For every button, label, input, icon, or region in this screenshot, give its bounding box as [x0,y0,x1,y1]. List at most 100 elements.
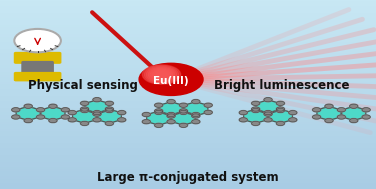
Circle shape [167,100,175,104]
Polygon shape [97,109,121,123]
Circle shape [80,101,89,105]
Bar [0,144,376,146]
Polygon shape [244,109,268,123]
Bar [0,38,376,40]
Bar [0,57,376,59]
Polygon shape [256,100,280,114]
FancyBboxPatch shape [22,62,53,74]
Circle shape [337,108,346,112]
Circle shape [264,98,272,102]
Circle shape [105,107,114,111]
Bar [0,14,376,17]
Bar [0,123,376,125]
Text: Large π-conjugated system: Large π-conjugated system [97,171,279,184]
Circle shape [154,71,169,78]
Circle shape [105,108,114,113]
Circle shape [146,67,177,82]
Bar [0,170,376,172]
Bar [0,99,376,102]
Bar [0,71,376,73]
Polygon shape [16,106,40,120]
Circle shape [155,103,163,107]
Bar [0,54,376,57]
Circle shape [68,111,76,115]
Circle shape [93,98,101,102]
Circle shape [167,114,175,118]
Circle shape [105,121,114,125]
Bar [0,97,376,99]
Bar [0,26,376,28]
Bar [0,109,376,111]
Bar [0,73,376,76]
Bar [0,28,376,31]
Bar [0,5,376,7]
Circle shape [350,119,358,123]
Bar [0,80,376,83]
Bar [0,104,376,106]
Bar [0,158,376,161]
Bar [0,66,376,69]
Bar [0,180,376,182]
Circle shape [150,69,173,80]
Bar [0,130,376,132]
Bar [0,153,376,156]
Circle shape [155,110,163,115]
Bar [0,33,376,36]
Circle shape [36,108,45,112]
Text: Eu(III): Eu(III) [153,76,189,86]
Circle shape [12,108,20,112]
Circle shape [93,112,101,116]
Circle shape [192,120,200,124]
Circle shape [155,123,163,127]
Bar [0,17,376,19]
Bar [0,78,376,80]
Circle shape [276,108,285,113]
Bar [0,132,376,135]
Circle shape [337,115,346,119]
Circle shape [167,112,175,117]
Bar [0,7,376,9]
Bar [0,90,376,92]
Bar [0,64,376,66]
Bar [0,92,376,94]
Bar [0,24,376,26]
Circle shape [36,115,45,119]
Bar [0,50,376,52]
Circle shape [276,121,285,125]
Circle shape [362,108,370,112]
Circle shape [276,107,285,111]
Bar [0,137,376,139]
Circle shape [179,103,188,107]
Circle shape [142,112,150,117]
Bar [0,12,376,14]
Circle shape [192,112,200,117]
Circle shape [61,108,70,112]
Polygon shape [342,106,366,120]
Polygon shape [147,111,171,125]
Circle shape [49,119,57,123]
Bar [0,118,376,121]
Bar [0,151,376,153]
Bar [0,139,376,142]
Circle shape [80,108,89,113]
Bar [0,182,376,184]
Circle shape [61,115,70,119]
Bar [0,116,376,118]
Circle shape [252,107,260,111]
Bar [0,45,376,47]
Bar [0,47,376,50]
Text: Physical sensing: Physical sensing [28,80,138,92]
Bar [0,36,376,38]
Circle shape [264,112,272,116]
Circle shape [80,121,89,125]
Bar [0,111,376,113]
Bar [0,9,376,12]
Bar [0,175,376,177]
Bar [0,161,376,163]
Bar [0,59,376,61]
Circle shape [24,104,32,108]
Bar [0,156,376,158]
Circle shape [179,109,188,113]
Circle shape [142,65,180,84]
Circle shape [144,66,179,83]
